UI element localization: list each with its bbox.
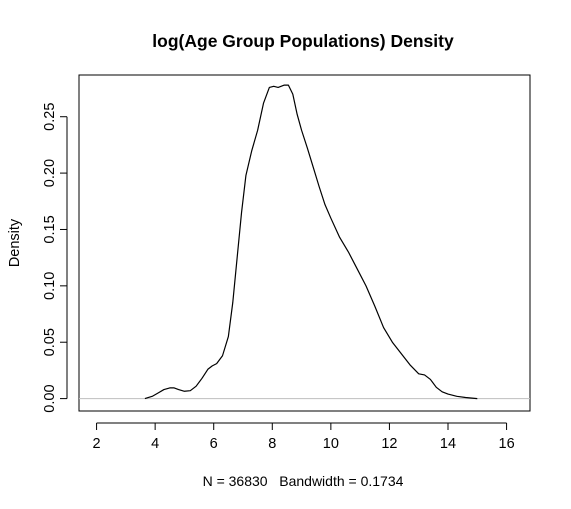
chart-title: log(Age Group Populations) Density — [152, 31, 454, 51]
x-tick-label: 8 — [268, 436, 276, 452]
y-tick-label: 0.20 — [42, 159, 58, 187]
y-tick-label: 0.00 — [42, 384, 58, 412]
x-tick-label: 12 — [381, 436, 397, 452]
x-axis: 2 4 6 8 10 12 14 16 — [93, 422, 515, 452]
plot-frame — [78, 74, 531, 412]
y-tick-label: 0.05 — [42, 328, 58, 356]
y-tick-label: 0.25 — [42, 103, 58, 131]
y-tick-label: 0.15 — [42, 215, 58, 243]
x-axis-label: N = 36830 Bandwidth = 0.1734 — [203, 473, 404, 489]
x-tick-label: 2 — [93, 436, 101, 452]
x-tick-label: 6 — [210, 436, 218, 452]
series-layer — [144, 84, 478, 400]
x-tick-label: 4 — [151, 436, 159, 452]
y-tick-label: 0.10 — [42, 272, 58, 300]
y-axis-label: Density — [7, 218, 23, 267]
x-tick-label: 16 — [499, 436, 515, 452]
x-tick-label: 14 — [440, 436, 456, 452]
density-line — [144, 84, 478, 400]
x-tick-label: 10 — [323, 436, 339, 452]
y-axis: 0.00 0.05 0.10 0.15 0.20 0.25 — [42, 103, 68, 413]
